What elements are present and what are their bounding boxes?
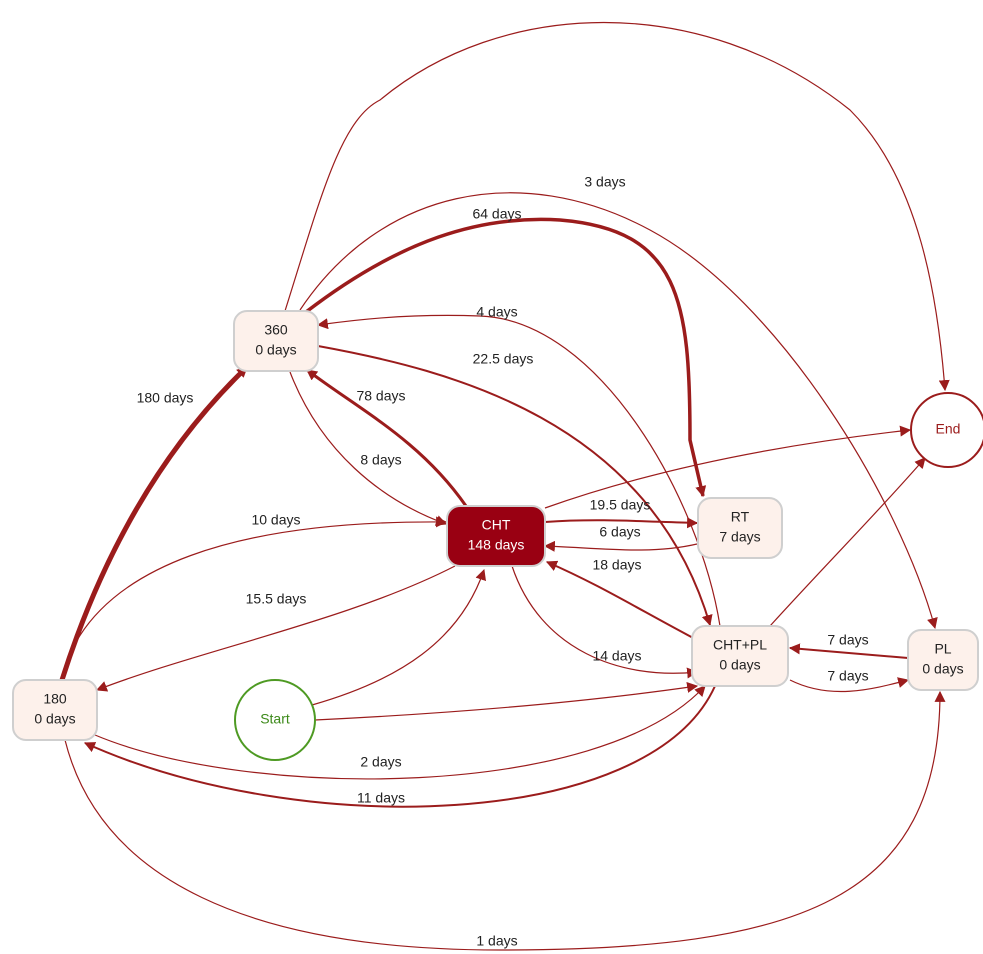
edge [311,568,486,706]
node-box [907,629,979,691]
node-name: CHT [482,517,511,533]
edge-label: 18 days [592,557,641,573]
edge-label: 64 days [472,206,521,222]
node-duration: 148 days [468,537,525,553]
edge-label: 78 days [356,388,405,404]
node-duration: 0 days [255,342,296,358]
edge-label: 14 days [592,648,641,664]
node-box [12,679,98,741]
edge [94,685,706,780]
edge [83,685,716,808]
edge [289,371,448,526]
edge [543,540,698,552]
edge-label: 2 days [360,754,401,770]
node-name: RT [731,509,750,525]
edge-label: 6 days [599,524,640,540]
edge [545,560,698,641]
edge-label: 8 days [360,452,401,468]
edge-label: 22.5 days [473,351,534,367]
edge-label: 15.5 days [246,591,307,607]
edge [544,425,912,509]
edge-label: 1 days [476,933,517,949]
edge [789,677,910,693]
edge [306,368,468,507]
edge [95,565,456,692]
edge [299,192,938,630]
node-name: 180 [43,691,67,707]
edge [304,217,707,498]
edge-label: 7 days [827,632,868,648]
node-duration: 0 days [34,711,75,727]
edge [59,516,448,683]
node-box [446,505,546,567]
node-name: 360 [264,322,288,338]
edge [544,517,699,529]
edge [317,345,713,627]
start-node [234,679,316,761]
node-name: PL [934,641,951,657]
edge-label: 11 days [357,790,405,806]
node-duration: 0 days [922,661,963,677]
node-name: End [936,421,961,437]
end-node [910,392,983,468]
edge-label: 4 days [476,304,517,320]
edge-label: 180 days [137,390,194,406]
edge [788,643,909,659]
node-duration: 7 days [719,529,760,545]
node-name: CHT+PL [713,637,767,653]
edge-label: 19.5 days [590,497,651,513]
edge-labels: 3 days 64 days 4 days 22.5 days 78 days … [137,174,869,949]
edge [511,565,699,679]
edge [769,457,926,627]
edge-label: 7 days [827,668,868,684]
nodes: 360 0 days CHT 148 days RT 7 days CHT+PL… [12,310,983,761]
edge-label: 10 days [251,512,300,528]
node-box [233,310,319,372]
edge [314,681,699,721]
edge-label: 3 days [584,174,625,190]
node-box [691,625,789,687]
node-duration: 0 days [719,657,760,673]
edge [59,365,249,681]
edges [59,21,950,951]
node-name: Start [260,711,290,727]
edge [284,21,950,392]
node-box [697,497,783,559]
edge [64,690,946,951]
